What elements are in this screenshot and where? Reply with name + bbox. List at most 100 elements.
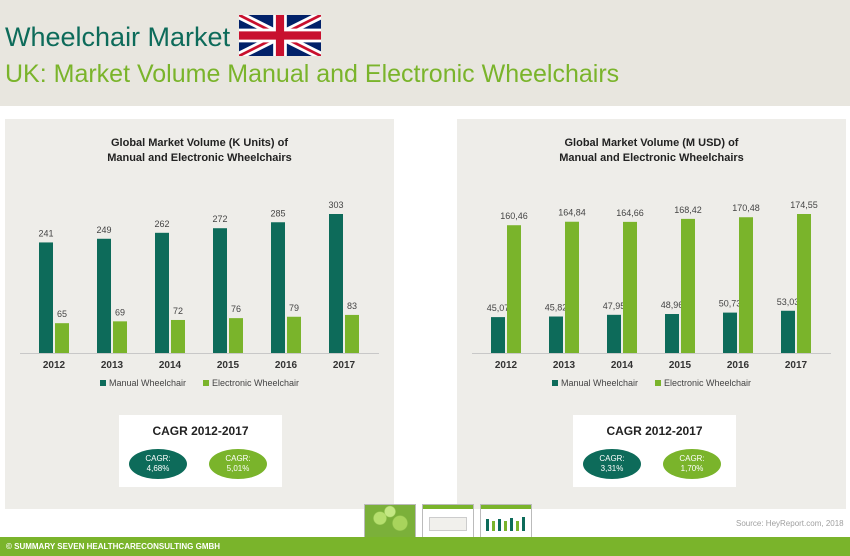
x-tick-label: 2013 — [553, 360, 576, 371]
cagr-title: CAGR 2012-2017 — [606, 424, 703, 438]
data-label: 48,96 — [661, 300, 684, 310]
x-tick-label: 2015 — [669, 360, 692, 371]
chart-panel-usd: Global Market Volume (M USD) of Manual an… — [457, 119, 846, 509]
cagr-manual-value: 4,68% — [146, 464, 170, 473]
page-subtitle: UK: Market Volume Manual and Electronic … — [5, 60, 620, 88]
x-tick-label: 2015 — [217, 360, 240, 371]
data-label: 47,95 — [603, 301, 626, 311]
chart-units: Global Market Volume (K Units) of Manual … — [20, 137, 379, 388]
data-label: 65 — [57, 309, 67, 319]
data-label: 168,42 — [674, 205, 702, 215]
bar-manual — [665, 314, 679, 353]
footer-bar: © SUMMARY SEVEN HEALTHCARECONSULTING GMB… — [0, 537, 850, 556]
bar-manual — [39, 242, 53, 353]
data-label: 69 — [115, 307, 125, 317]
header: Wheelchair Market UK: Market Volume Manu… — [0, 0, 850, 106]
bar-electronic — [507, 225, 521, 353]
cagr-title: CAGR 2012-2017 — [152, 424, 249, 438]
chart-title-line: Global Market Volume (M USD) of — [565, 137, 739, 149]
data-label: 45,82 — [545, 303, 568, 313]
data-label: 272 — [212, 214, 227, 224]
chart-title-line: Global Market Volume (K Units) of — [111, 137, 288, 149]
x-tick-label: 2016 — [275, 360, 298, 371]
cagr-electronic-badge: CAGR: 1,70% — [663, 449, 721, 479]
cagr-manual-badge: CAGR: 4,68% — [129, 449, 187, 479]
thumbnail-peas-image[interactable] — [364, 504, 416, 539]
x-tick-label: 2017 — [785, 360, 808, 371]
x-tick-label: 2013 — [101, 360, 124, 371]
cagr-electronic-label: CAGR: — [679, 454, 705, 463]
x-tick-label: 2014 — [611, 360, 634, 371]
chart-title-line: Manual and Electronic Wheelchairs — [559, 152, 744, 164]
bar-manual — [271, 222, 285, 353]
page-title: Wheelchair Market — [5, 22, 231, 52]
data-label: 53,03 — [777, 297, 800, 307]
data-label: 241 — [38, 228, 53, 238]
chart-usd: Global Market Volume (M USD) of Manual an… — [472, 137, 831, 388]
thumbnail-slide-3[interactable] — [480, 504, 532, 539]
x-tick-label: 2014 — [159, 360, 182, 371]
x-tick-label: 2012 — [495, 360, 518, 371]
legend-label-electronic: Electronic Wheelchair — [212, 378, 299, 388]
bar-manual — [781, 310, 795, 353]
data-label: 72 — [173, 306, 183, 316]
bar-manual — [549, 316, 563, 353]
cagr-box-units: CAGR 2012-2017 CAGR: 4,68% CAGR: 5,01% — [119, 415, 282, 487]
bar-electronic — [565, 221, 579, 353]
legend-label-electronic: Electronic Wheelchair — [664, 378, 751, 388]
legend-swatch-electronic — [655, 380, 661, 386]
data-label: 76 — [231, 304, 241, 314]
x-tick-label: 2012 — [43, 360, 66, 371]
bar-electronic — [171, 319, 185, 353]
legend-label-manual: Manual Wheelchair — [561, 378, 638, 388]
data-label: 285 — [270, 208, 285, 218]
data-label: 262 — [154, 219, 169, 229]
data-label: 45,07 — [487, 303, 510, 313]
data-label: 164,84 — [558, 208, 586, 218]
legend-swatch-manual — [552, 380, 558, 386]
bar-electronic — [797, 214, 811, 353]
cagr-electronic-value: 5,01% — [226, 464, 250, 473]
cagr-manual-label: CAGR: — [599, 454, 625, 463]
bar-manual — [155, 232, 169, 353]
bar-electronic — [113, 321, 127, 353]
data-label: 50,73 — [719, 299, 742, 309]
data-label: 174,55 — [790, 200, 818, 210]
bar-electronic — [287, 316, 301, 353]
bar-manual — [97, 238, 111, 353]
bar-electronic — [345, 314, 359, 353]
cagr-manual-label: CAGR: — [145, 454, 171, 463]
bar-electronic — [739, 217, 753, 353]
legend-swatch-electronic — [203, 380, 209, 386]
data-label: 79 — [289, 303, 299, 313]
bar-manual — [491, 317, 505, 353]
cagr-electronic-badge: CAGR: 5,01% — [209, 449, 267, 479]
bar-electronic — [681, 218, 695, 353]
cagr-manual-badge: CAGR: 3,31% — [583, 449, 641, 479]
source-note: Source: HeyReport.com, 2018 — [736, 519, 844, 528]
legend-label-manual: Manual Wheelchair — [109, 378, 186, 388]
bar-electronic — [55, 323, 69, 353]
x-tick-label: 2016 — [727, 360, 750, 371]
thumbnail-slide-2[interactable] — [422, 504, 474, 539]
bar-manual — [607, 314, 621, 353]
bar-manual — [723, 312, 737, 353]
bar-electronic — [623, 221, 637, 353]
bar-manual — [213, 228, 227, 353]
cagr-electronic-label: CAGR: — [225, 454, 251, 463]
chart-panel-units: Global Market Volume (K Units) of Manual … — [5, 119, 394, 509]
legend-swatch-manual — [100, 380, 106, 386]
x-tick-label: 2017 — [333, 360, 356, 371]
data-label: 83 — [347, 301, 357, 311]
data-label: 160,46 — [500, 211, 528, 221]
chart-title-line: Manual and Electronic Wheelchairs — [107, 152, 292, 164]
data-label: 249 — [96, 225, 111, 235]
uk-flag-icon — [239, 15, 321, 56]
cagr-box-usd: CAGR 2012-2017 CAGR: 3,31% CAGR: 1,70% — [573, 415, 736, 487]
data-label: 164,66 — [616, 208, 644, 218]
footer-copyright: © SUMMARY SEVEN HEALTHCARECONSULTING GMB… — [6, 542, 221, 551]
data-label: 303 — [328, 200, 343, 210]
cagr-manual-value: 3,31% — [600, 464, 624, 473]
cagr-electronic-value: 1,70% — [680, 464, 704, 473]
bar-manual — [329, 214, 343, 353]
